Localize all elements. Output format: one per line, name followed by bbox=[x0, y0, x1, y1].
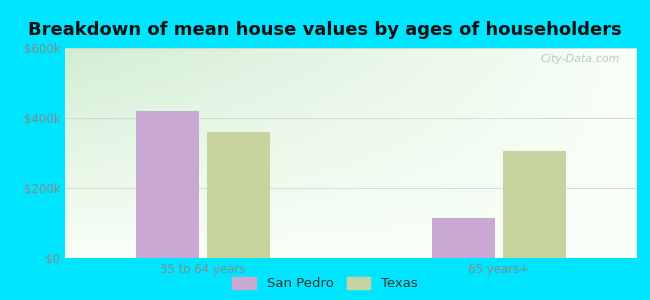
Bar bbox=[503, 151, 566, 258]
Bar bbox=[432, 218, 495, 258]
Text: Breakdown of mean house values by ages of householders: Breakdown of mean house values by ages o… bbox=[28, 21, 622, 39]
Text: City-Data.com: City-Data.com bbox=[540, 54, 620, 64]
Legend: San Pedro, Texas: San Pedro, Texas bbox=[232, 277, 418, 290]
Bar bbox=[207, 132, 270, 258]
Bar bbox=[136, 111, 199, 258]
